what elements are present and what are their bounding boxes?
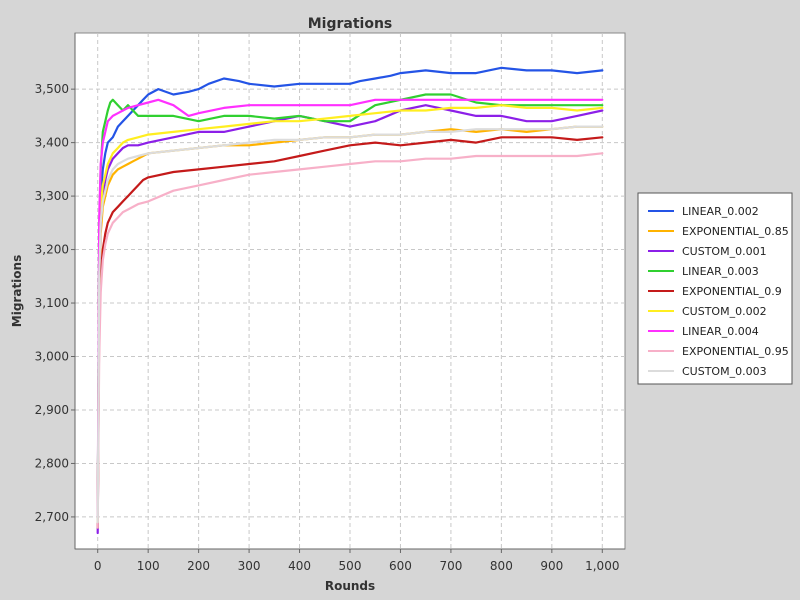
legend-box: [637, 192, 793, 385]
legend-label: LINEAR_0.002: [682, 205, 759, 218]
x-tick-label: 0: [94, 559, 102, 573]
legend-label: LINEAR_0.004: [682, 325, 759, 338]
legend: LINEAR_0.002 EXPONENTIAL_0.85 CUSTOM_0.001…: [637, 192, 793, 385]
x-tick-label: 500: [339, 559, 362, 573]
x-tick-label: 100: [137, 559, 160, 573]
series-line-exponential-0-95: [96, 152, 604, 529]
series-line-custom-0-003: [96, 125, 604, 524]
x-axis-label: Rounds: [325, 579, 375, 593]
y-tick-label: 2,700: [35, 510, 69, 524]
legend-label: CUSTOM_0.001: [682, 245, 767, 258]
legend-label: EXPONENTIAL_0.85: [682, 225, 789, 238]
legend-label: CUSTOM_0.002: [682, 305, 767, 318]
legend-label: EXPONENTIAL_0.9: [682, 285, 782, 298]
series-lines: [96, 66, 604, 535]
x-tick-label: 600: [389, 559, 412, 573]
series-line-linear-0-002: [96, 66, 604, 524]
legend-label: EXPONENTIAL_0.95: [682, 345, 789, 358]
y-tick-label: 3,400: [35, 136, 69, 150]
x-tick-label: 1,000: [585, 559, 619, 573]
x-tick-label: 900: [540, 559, 563, 573]
chart-title: Migrations: [308, 16, 393, 32]
series-line-custom-0-002: [96, 104, 604, 524]
y-tick-label: 3,000: [35, 350, 69, 364]
series-line-linear-0-004: [96, 98, 604, 519]
y-tick-label: 3,100: [35, 296, 69, 310]
grid: [75, 33, 625, 549]
y-tick-label: 2,900: [35, 403, 69, 417]
x-tick-label: 800: [490, 559, 513, 573]
y-axis-label: Migrations: [10, 255, 24, 327]
series-line-custom-0-001: [96, 104, 604, 535]
legend-label: LINEAR_0.003: [682, 265, 759, 278]
x-tick-label: 400: [288, 559, 311, 573]
x-tick-label: 200: [187, 559, 210, 573]
legend-label: CUSTOM_0.003: [682, 365, 767, 378]
x-tick-label: 300: [238, 559, 261, 573]
x-tick-label: 700: [439, 559, 462, 573]
y-tick-label: 3,300: [35, 189, 69, 203]
y-tick-label: 3,200: [35, 243, 69, 257]
series-line-exponential-0-9: [96, 136, 604, 529]
y-tick-label: 3,500: [35, 82, 69, 96]
series-line-linear-0-003: [96, 93, 604, 524]
y-tick-label: 2,800: [35, 456, 69, 470]
axes: 0 100 200 300 400 500 600 700 800 900 1,000 2,700 2,…: [35, 33, 625, 573]
